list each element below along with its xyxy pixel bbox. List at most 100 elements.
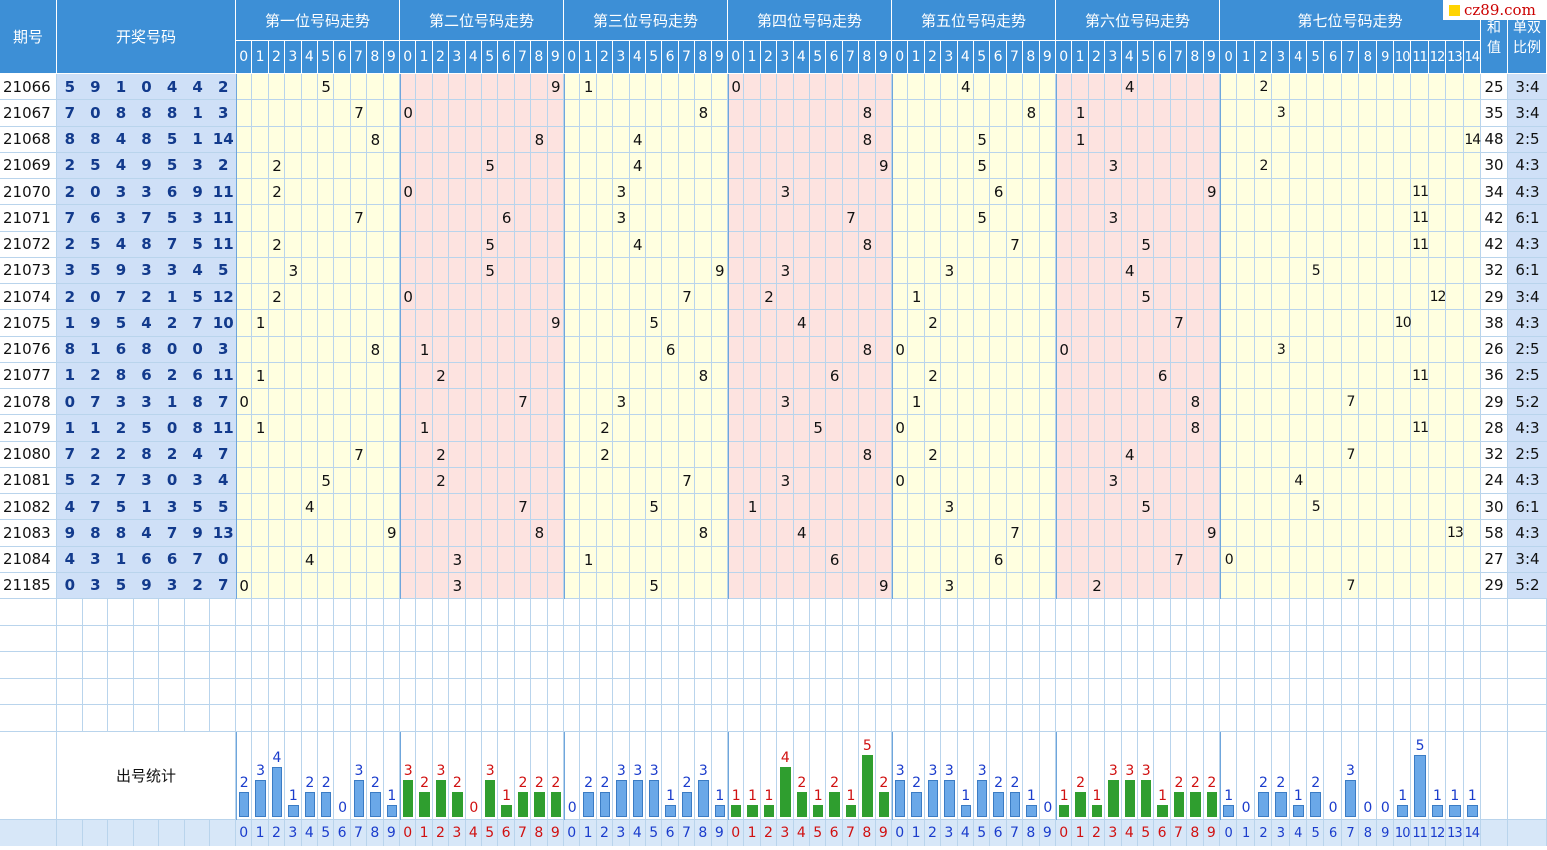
trend-cell bbox=[1446, 441, 1464, 468]
blank-trend-cell bbox=[367, 678, 384, 705]
trend-cell bbox=[482, 494, 499, 521]
blank-issue-cell bbox=[0, 678, 57, 705]
blank-trend-cell bbox=[1446, 705, 1464, 732]
trend-cell bbox=[990, 74, 1007, 101]
trend-cell bbox=[957, 152, 974, 179]
trend-cell bbox=[974, 467, 991, 494]
trend-cell bbox=[1203, 126, 1220, 153]
trend-cell bbox=[383, 74, 400, 101]
hit-number: 5 bbox=[977, 130, 987, 149]
trend-cell bbox=[416, 362, 433, 389]
digit-header-1-7: 7 bbox=[350, 41, 368, 74]
stat-cell bbox=[1446, 731, 1464, 820]
stat-bar bbox=[1157, 804, 1168, 817]
trend-cell bbox=[1121, 572, 1138, 599]
blank-trend-cell bbox=[465, 599, 482, 626]
ratio-value: 4:3 bbox=[1508, 415, 1547, 442]
trend-cell bbox=[1446, 415, 1464, 442]
issue-cell: 21074 bbox=[0, 284, 57, 311]
trend-cell bbox=[334, 520, 351, 547]
trend-cell bbox=[531, 231, 548, 258]
trend-cell bbox=[613, 179, 630, 206]
trend-cell bbox=[1056, 310, 1073, 337]
blank-trend-cell bbox=[908, 678, 925, 705]
trend-cell bbox=[1056, 441, 1073, 468]
trend-cell bbox=[1446, 74, 1464, 101]
position-divider bbox=[1220, 231, 1221, 258]
trend-cell bbox=[646, 467, 663, 494]
trend-cell bbox=[432, 415, 450, 442]
trend-cell bbox=[1341, 74, 1360, 101]
trend-cell bbox=[1006, 179, 1024, 206]
draw-number: 8 bbox=[82, 126, 109, 153]
trend-cell bbox=[1121, 467, 1138, 494]
site-logo[interactable]: cz89.com bbox=[1443, 0, 1547, 20]
trend-cell bbox=[268, 572, 286, 599]
hit-number: 8 bbox=[1026, 104, 1037, 123]
trend-cell bbox=[1187, 231, 1204, 258]
trend-cell bbox=[1006, 284, 1024, 311]
trend-cell bbox=[367, 152, 384, 179]
trend-cell bbox=[465, 257, 482, 284]
digit-header-1-6: 6 bbox=[334, 41, 351, 74]
blank-trend-cell bbox=[1088, 599, 1106, 626]
hit-number: 7 bbox=[1010, 235, 1020, 254]
trend-cell bbox=[1341, 284, 1360, 311]
blank-trend-cell bbox=[1154, 652, 1171, 679]
trend-cell bbox=[892, 467, 909, 494]
trend-cell bbox=[793, 546, 810, 573]
trend-cell bbox=[728, 494, 745, 521]
trend-cell bbox=[711, 152, 728, 179]
blank-trend-cell bbox=[236, 705, 253, 732]
blank-trend-cell bbox=[236, 625, 253, 652]
trend-cell bbox=[990, 257, 1007, 284]
trend-cell bbox=[826, 572, 843, 599]
trend-cell bbox=[498, 74, 515, 101]
footer-digit: 4 bbox=[629, 820, 646, 846]
trend-cell bbox=[367, 284, 384, 311]
blank-trend-cell bbox=[514, 625, 532, 652]
blank-trend-cell bbox=[695, 705, 712, 732]
trend-cell bbox=[236, 415, 253, 442]
trend-cell bbox=[777, 100, 794, 127]
trend-cell bbox=[449, 74, 466, 101]
stat-bar bbox=[501, 804, 512, 817]
trend-cell bbox=[859, 257, 876, 284]
position-divider bbox=[400, 126, 401, 153]
trend-cell bbox=[268, 362, 286, 389]
digit-header-6-0: 0 bbox=[1056, 41, 1073, 74]
blank-trend-cell bbox=[859, 705, 876, 732]
trend-cell bbox=[383, 467, 400, 494]
trend-cell bbox=[531, 257, 548, 284]
sum-value: 30 bbox=[1481, 494, 1508, 521]
trend-cell bbox=[1154, 310, 1171, 337]
trend-cell bbox=[613, 494, 630, 521]
trend-cell bbox=[646, 310, 663, 337]
trend-cell bbox=[1359, 441, 1377, 468]
trend-cell bbox=[1428, 415, 1447, 442]
trend-cell bbox=[875, 257, 892, 284]
trend-cell bbox=[859, 284, 876, 311]
trend-cell bbox=[383, 179, 400, 206]
draw-number: 6 bbox=[133, 546, 160, 573]
blank-trend-cell bbox=[1359, 678, 1377, 705]
trend-cell bbox=[875, 310, 892, 337]
position-divider bbox=[1220, 546, 1221, 573]
trend-cell bbox=[498, 257, 515, 284]
issue-cell: 21084 bbox=[0, 546, 57, 573]
trend-cell bbox=[1138, 205, 1155, 232]
trend-cell bbox=[1154, 231, 1171, 258]
trend-cell bbox=[744, 415, 761, 442]
draw-number: 8 bbox=[184, 415, 211, 442]
trend-cell bbox=[1072, 441, 1089, 468]
blank-draw-cell bbox=[184, 652, 211, 679]
trend-cell bbox=[875, 74, 892, 101]
draw-number: 7 bbox=[133, 205, 160, 232]
blank-trend-cell bbox=[432, 705, 450, 732]
trend-cell bbox=[744, 205, 761, 232]
digit-header-7-0: 0 bbox=[1220, 41, 1238, 74]
trend-cell bbox=[1254, 415, 1273, 442]
trend-cell bbox=[1237, 100, 1255, 127]
trend-cell bbox=[1088, 362, 1106, 389]
position-divider bbox=[892, 572, 893, 599]
